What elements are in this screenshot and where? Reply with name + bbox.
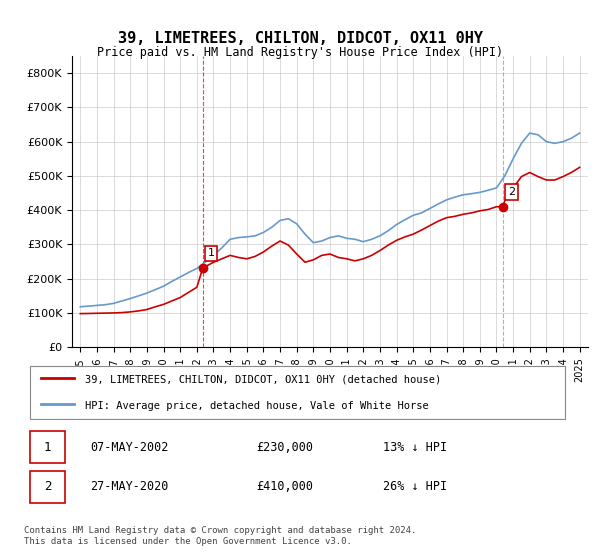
Text: £410,000: £410,000 xyxy=(256,480,313,493)
Text: 39, LIMETREES, CHILTON, DIDCOT, OX11 0HY (detached house): 39, LIMETREES, CHILTON, DIDCOT, OX11 0HY… xyxy=(85,375,441,385)
Text: 1: 1 xyxy=(208,249,215,258)
Text: Contains HM Land Registry data © Crown copyright and database right 2024.
This d: Contains HM Land Registry data © Crown c… xyxy=(24,526,416,546)
Text: 07-MAY-2002: 07-MAY-2002 xyxy=(90,441,169,454)
FancyBboxPatch shape xyxy=(29,366,565,419)
FancyBboxPatch shape xyxy=(29,431,65,464)
Text: 39, LIMETREES, CHILTON, DIDCOT, OX11 0HY: 39, LIMETREES, CHILTON, DIDCOT, OX11 0HY xyxy=(118,31,482,46)
Text: £230,000: £230,000 xyxy=(256,441,313,454)
Text: 1: 1 xyxy=(44,441,52,454)
Text: 2: 2 xyxy=(44,480,52,493)
Text: 13% ↓ HPI: 13% ↓ HPI xyxy=(383,441,447,454)
Text: 26% ↓ HPI: 26% ↓ HPI xyxy=(383,480,447,493)
FancyBboxPatch shape xyxy=(29,471,65,503)
Text: 2: 2 xyxy=(508,186,515,197)
Text: 27-MAY-2020: 27-MAY-2020 xyxy=(90,480,169,493)
Text: Price paid vs. HM Land Registry's House Price Index (HPI): Price paid vs. HM Land Registry's House … xyxy=(97,46,503,59)
Text: HPI: Average price, detached house, Vale of White Horse: HPI: Average price, detached house, Vale… xyxy=(85,401,428,411)
